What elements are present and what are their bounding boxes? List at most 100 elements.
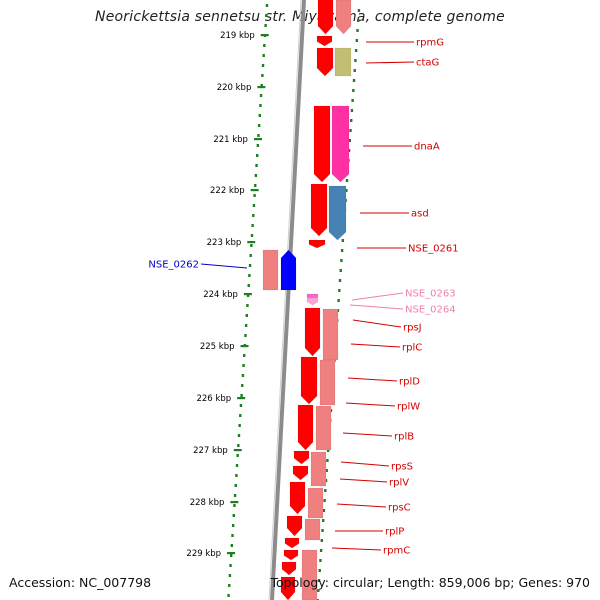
outer-tick [230,544,234,547]
gene-label: rpsJ [403,323,422,334]
leader-line [336,503,387,508]
outer-tick [233,504,236,507]
gene-arrow [286,515,303,537]
gene-arrow [283,549,299,561]
outer-tick [234,484,237,487]
outer-tick [246,304,249,307]
inner-tick [318,569,321,572]
gene-label: rpmC [383,546,410,557]
gene-block [307,487,324,519]
outer-tick [239,414,242,417]
major-tick [243,293,252,296]
inner-tick [322,519,325,522]
gene-label: rplW [397,402,420,413]
gene-arrow [280,576,296,600]
scale-label: 227 kbp [193,446,228,456]
inner-tick [347,149,351,152]
outer-tick [255,154,259,157]
leader-line [365,61,415,64]
gene-label: rplP [385,527,404,538]
inner-tick [353,69,356,72]
gene-arrow [331,105,350,183]
outer-tick [245,314,248,317]
inner-tick [341,239,345,242]
inner-tick [338,289,341,292]
inner-tick [324,479,328,482]
gene-arrow [293,450,310,465]
outer-tick [252,214,255,217]
gene-arrow [297,404,314,451]
outer-tick [237,434,241,437]
gene-arrow [335,0,352,35]
gene-arrow [306,297,319,306]
scale-label: 225 kbp [200,342,235,352]
outer-tick [255,164,258,167]
gene-label: rpmG [416,38,444,49]
outer-tick [236,454,239,457]
outer-tick [258,114,261,117]
outer-tick [248,264,252,267]
gene-arrow [281,561,297,576]
inner-tick [348,139,352,142]
gene-features [262,0,352,600]
gene-arrow [316,35,333,47]
scale-label: 224 kbp [203,290,238,300]
inner-tick [319,549,323,552]
inner-tick [319,559,322,562]
inner-tick [355,39,359,42]
scale-label: 226 kbp [196,394,231,404]
inner-tick [350,109,354,112]
inner-tick [340,259,343,262]
topology-summary: Topology: circular; Length: 859,006 bp; … [270,575,591,590]
outer-tick [260,84,263,87]
gene-labels: rpmG ctaG dnaA asd NSE_0261 NSE_0263 NSE_0264r… [148,38,458,557]
gene-arrow [280,249,297,291]
outer-tick [257,124,261,127]
outer-tick [238,424,241,427]
scale-label: 228 kbp [190,498,225,508]
inner-tick [357,19,360,22]
inner-tick [325,469,328,472]
leader-line [342,432,393,437]
gene-label: NSE_0263 [405,289,456,300]
outer-tick [259,94,263,97]
outer-tick [231,534,234,537]
outer-tick [250,244,253,247]
inner-tick [340,249,344,252]
inner-tick [345,179,349,182]
inner-tick [323,499,326,502]
outer-tick [263,44,266,47]
outer-tick [259,104,262,107]
outer-tick [261,64,265,67]
inner-tick [352,79,356,82]
gene-block [315,405,332,451]
gene-arrow [310,183,328,237]
gene-arrow [308,239,326,249]
outer-tick [262,54,265,57]
gene-arrow [284,537,300,549]
gene-label: NSE_0261 [408,244,459,255]
inner-tick [352,89,355,92]
leader-line [347,377,398,382]
outer-tick [237,444,240,447]
outer-tick [239,404,243,407]
outer-tick [261,74,264,77]
outer-tick [242,354,246,357]
outer-tick [229,564,232,567]
outer-tick [229,554,233,557]
inner-tick [317,589,320,592]
outer-tick [244,334,247,337]
outer-tick [254,184,257,187]
outer-tick [248,274,251,277]
outer-tick [252,204,256,207]
outer-tick [257,134,260,137]
inner-tick [356,29,359,32]
outer-tick [242,364,245,367]
gene-arrow [292,465,309,481]
accession-text: Accession: NC_007798 [9,575,152,590]
backbone-shadow [268,0,302,600]
gene-arrow [316,47,334,77]
gene-label: asd [411,209,429,220]
backbone [268,0,306,600]
